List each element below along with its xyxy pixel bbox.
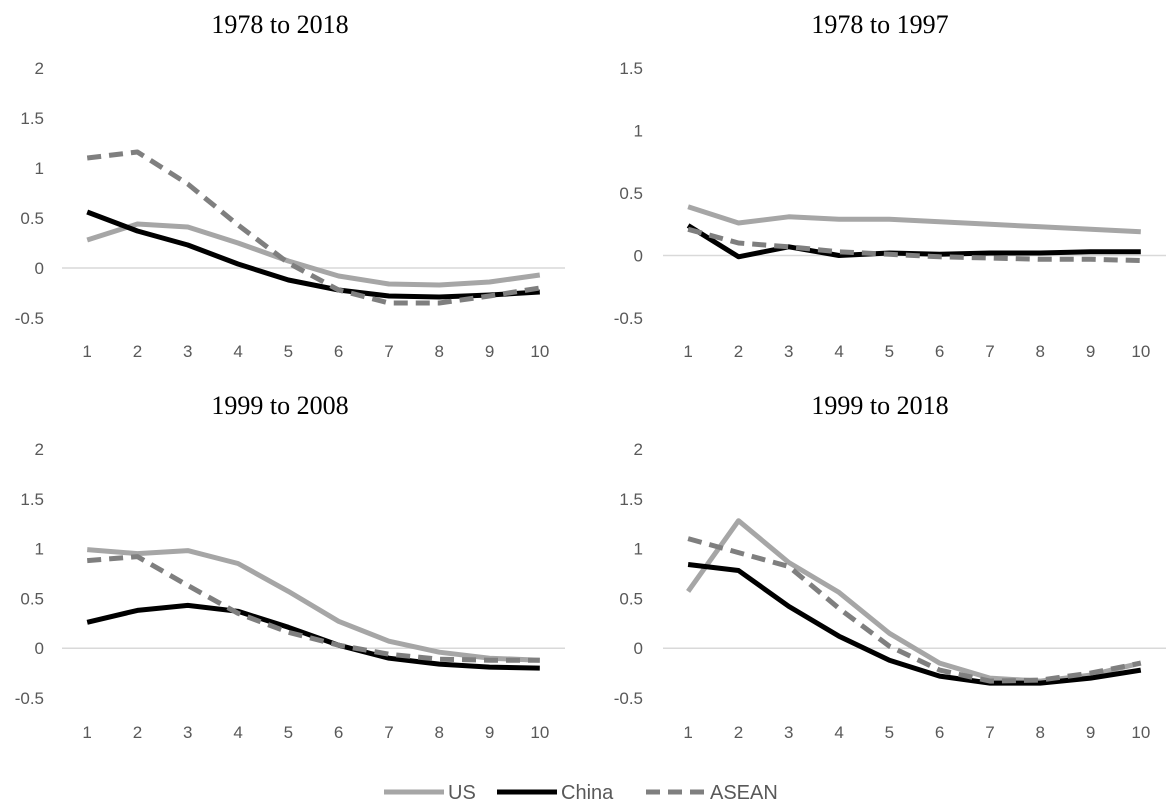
x-tick-label: 4 bbox=[233, 723, 242, 742]
chart-title: 1978 to 2018 bbox=[211, 10, 348, 39]
x-tick-label: 6 bbox=[935, 723, 944, 742]
y-tick-label: -0.5 bbox=[15, 689, 44, 708]
x-tick-label: 7 bbox=[985, 342, 994, 361]
x-tick-label: 10 bbox=[1131, 723, 1150, 742]
y-tick-label: 1.5 bbox=[619, 59, 643, 78]
x-tick-label: 5 bbox=[885, 342, 894, 361]
y-tick-label: 0.5 bbox=[20, 589, 44, 608]
y-tick-label: 1.5 bbox=[20, 490, 44, 509]
y-tick-label: 0.5 bbox=[619, 589, 643, 608]
legend-label: China bbox=[561, 782, 614, 804]
x-tick-label: 3 bbox=[784, 342, 793, 361]
y-tick-label: 1.5 bbox=[20, 109, 44, 128]
x-tick-label: 3 bbox=[183, 723, 192, 742]
x-tick-label: 9 bbox=[485, 723, 494, 742]
chart-title: 1999 to 2018 bbox=[811, 391, 948, 420]
chart-panel-1: 1978 to 2018 2 1.5 1 0.5 0 -0.5 1 2 3 4 5 6 7 8 9 10 bbox=[15, 10, 565, 361]
chart-title: 1978 to 1997 bbox=[811, 10, 948, 39]
y-tick-label: 0 bbox=[35, 639, 44, 658]
x-tick-label: 1 bbox=[82, 723, 91, 742]
x-tick-label: 9 bbox=[485, 342, 494, 361]
x-tick-label: 4 bbox=[834, 723, 843, 742]
series-line-us bbox=[87, 547, 540, 663]
chart-title: 1999 to 2008 bbox=[211, 391, 348, 420]
chart-panel-3: 1999 to 2008 2 1.5 1 0.5 0 -0.5 1 2 3 4 5 6 7 8 9 10 bbox=[15, 391, 565, 742]
x-tick-label: 3 bbox=[183, 342, 192, 361]
y-tick-label: 0.5 bbox=[20, 209, 44, 228]
chart-panel-4: 1999 to 2018 2 1.5 1 0.5 0 -0.5 1 2 3 4 5 6 7 8 9 10 bbox=[614, 391, 1166, 742]
y-tick-label: 0 bbox=[35, 259, 44, 278]
series-line-asean bbox=[86, 149, 541, 306]
y-tick-label: 0 bbox=[634, 639, 643, 658]
y-tick-label: -0.5 bbox=[15, 309, 44, 328]
chart-panel-2: 1978 to 1997 1.5 1 0.5 0 -0.5 1 2 3 4 5 6 7 8 9 10 bbox=[614, 10, 1166, 361]
x-tick-label: 2 bbox=[133, 342, 142, 361]
y-tick-label: 2 bbox=[35, 59, 44, 78]
x-tick-label: 1 bbox=[683, 723, 692, 742]
x-tick-label: 5 bbox=[284, 723, 293, 742]
x-tick-label: 4 bbox=[834, 342, 843, 361]
y-tick-label: 2 bbox=[634, 440, 643, 459]
legend: US China ASEAN bbox=[384, 782, 778, 804]
series-line-asean bbox=[687, 536, 1142, 684]
x-tick-label: 8 bbox=[1036, 342, 1045, 361]
legend-item-asean: ASEAN bbox=[646, 782, 778, 804]
y-tick-label: 2 bbox=[35, 440, 44, 459]
x-tick-label: 7 bbox=[985, 723, 994, 742]
x-tick-label: 9 bbox=[1086, 723, 1095, 742]
x-tick-label: 10 bbox=[530, 342, 549, 361]
y-tick-label: 0 bbox=[634, 247, 643, 266]
x-tick-label: 8 bbox=[435, 723, 444, 742]
legend-label: US bbox=[448, 782, 476, 804]
x-tick-label: 2 bbox=[734, 342, 743, 361]
x-tick-label: 6 bbox=[935, 342, 944, 361]
legend-item-us: US bbox=[384, 782, 476, 804]
x-tick-label: 5 bbox=[885, 723, 894, 742]
x-tick-label: 1 bbox=[683, 342, 692, 361]
y-tick-label: 0.5 bbox=[619, 184, 643, 203]
x-tick-label: 1 bbox=[82, 342, 91, 361]
y-tick-label: 1.5 bbox=[619, 490, 643, 509]
series-line-asean bbox=[87, 554, 540, 663]
x-tick-label: 3 bbox=[784, 723, 793, 742]
x-tick-label: 6 bbox=[334, 342, 343, 361]
x-tick-label: 5 bbox=[284, 342, 293, 361]
x-tick-label: 4 bbox=[233, 342, 242, 361]
x-tick-label: 7 bbox=[384, 723, 393, 742]
y-tick-label: 1 bbox=[634, 122, 643, 141]
legend-item-china: China bbox=[497, 782, 614, 804]
legend-label: ASEAN bbox=[710, 782, 778, 804]
y-tick-label: -0.5 bbox=[614, 689, 643, 708]
series-line-us bbox=[686, 518, 1142, 684]
x-tick-label: 10 bbox=[530, 723, 549, 742]
series-line-china bbox=[687, 562, 1142, 686]
x-tick-label: 8 bbox=[435, 342, 444, 361]
x-tick-label: 2 bbox=[133, 723, 142, 742]
y-tick-label: 1 bbox=[35, 159, 44, 178]
x-tick-label: 6 bbox=[334, 723, 343, 742]
series-line-us bbox=[86, 221, 541, 288]
x-tick-label: 8 bbox=[1036, 723, 1045, 742]
y-tick-label: -0.5 bbox=[614, 309, 643, 328]
series-line-asean bbox=[687, 226, 1141, 263]
x-tick-label: 2 bbox=[734, 723, 743, 742]
y-tick-label: 1 bbox=[35, 540, 44, 559]
x-tick-label: 9 bbox=[1086, 342, 1095, 361]
series-line-china bbox=[86, 209, 540, 300]
y-tick-label: 1 bbox=[634, 540, 643, 559]
x-tick-label: 7 bbox=[384, 342, 393, 361]
x-tick-label: 10 bbox=[1131, 342, 1150, 361]
series-line-us bbox=[687, 204, 1141, 235]
